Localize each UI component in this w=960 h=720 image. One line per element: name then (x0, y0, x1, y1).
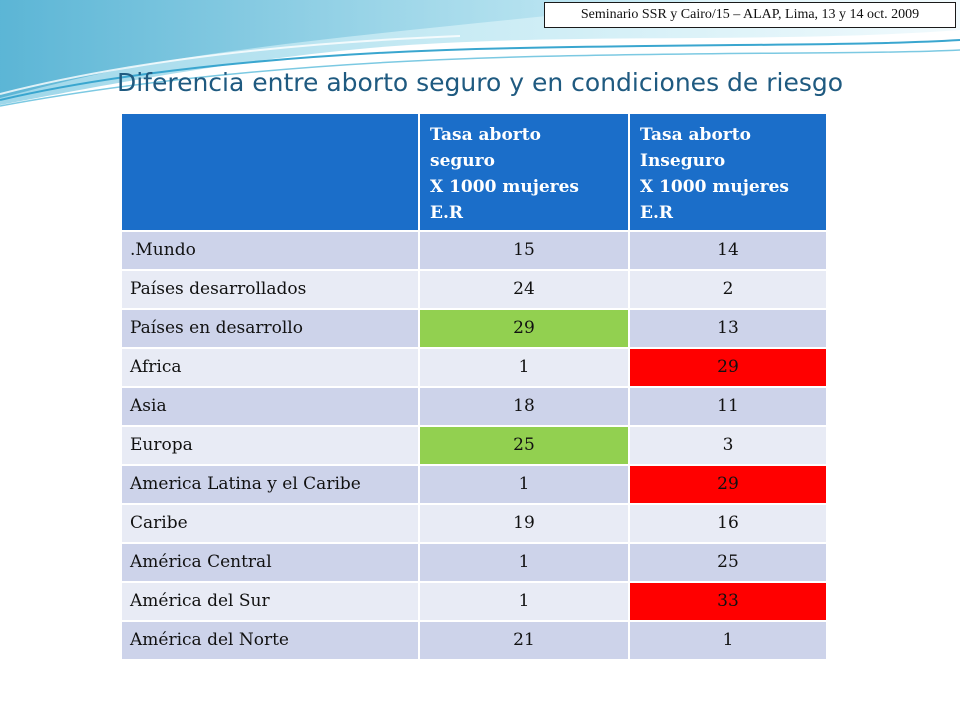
row-label: America Latina y el Caribe (120, 464, 420, 505)
cell-seguro: 15 (418, 230, 630, 271)
table-row: Países en desarrollo 29 13 (120, 308, 828, 349)
abortion-rate-table: Tasa aborto seguro X 1000 mujeres E.R Ta… (120, 112, 828, 661)
table-row: Asia 18 11 (120, 386, 828, 427)
cell-inseguro-highlight: 29 (628, 464, 828, 505)
row-label: Caribe (120, 503, 420, 544)
header-cell-tasa-seguro: Tasa aborto seguro X 1000 mujeres E.R (418, 112, 630, 232)
row-label: América del Norte (120, 620, 420, 661)
cell-seguro-highlight: 29 (418, 308, 630, 349)
table-row: America Latina y el Caribe 1 29 (120, 464, 828, 505)
row-label: Países en desarrollo (120, 308, 420, 349)
cell-seguro: 19 (418, 503, 630, 544)
table-row: .Mundo 15 14 (120, 230, 828, 271)
cell-seguro: 24 (418, 269, 630, 310)
cell-seguro: 1 (418, 347, 630, 388)
header-line: Tasa aborto (430, 125, 541, 145)
cell-seguro: 1 (418, 581, 630, 622)
table-row: Caribe 19 16 (120, 503, 828, 544)
cell-inseguro-highlight: 33 (628, 581, 828, 622)
table-row: América Central 1 25 (120, 542, 828, 583)
cell-seguro: 1 (418, 542, 630, 583)
row-label: Africa (120, 347, 420, 388)
cell-seguro: 21 (418, 620, 630, 661)
cell-inseguro: 1 (628, 620, 828, 661)
table-row: Africa 1 29 (120, 347, 828, 388)
header-line: Inseguro (640, 151, 726, 171)
row-label: .Mundo (120, 230, 420, 271)
table-row: América del Sur 1 33 (120, 581, 828, 622)
table-row: América del Norte 21 1 (120, 620, 828, 661)
table-row: Europa 25 3 (120, 425, 828, 466)
cell-inseguro: 14 (628, 230, 828, 271)
header-cell-empty (120, 112, 420, 232)
cell-inseguro-highlight: 29 (628, 347, 828, 388)
cell-inseguro: 13 (628, 308, 828, 349)
cell-inseguro: 3 (628, 425, 828, 466)
header-line: X 1000 mujeres (640, 177, 789, 197)
seminar-header-box: Seminario SSR y Cairo/15 – ALAP, Lima, 1… (544, 2, 956, 28)
cell-inseguro: 25 (628, 542, 828, 583)
row-label: Países desarrollados (120, 269, 420, 310)
header-line: E.R (430, 203, 464, 223)
header-line: E.R (640, 203, 674, 223)
cell-seguro-highlight: 25 (418, 425, 630, 466)
page-title: Diferencia entre aborto seguro y en cond… (116, 68, 844, 97)
row-label: Asia (120, 386, 420, 427)
cell-inseguro: 16 (628, 503, 828, 544)
header-line: seguro (430, 151, 495, 171)
table-header-row: Tasa aborto seguro X 1000 mujeres E.R Ta… (120, 112, 828, 232)
header-cell-tasa-inseguro: Tasa aborto Inseguro X 1000 mujeres E.R (628, 112, 828, 232)
cell-inseguro: 2 (628, 269, 828, 310)
cell-inseguro: 11 (628, 386, 828, 427)
row-label: América del Sur (120, 581, 420, 622)
cell-seguro: 1 (418, 464, 630, 505)
header-line: X 1000 mujeres (430, 177, 579, 197)
table-row: Países desarrollados 24 2 (120, 269, 828, 310)
cell-seguro: 18 (418, 386, 630, 427)
row-label: Europa (120, 425, 420, 466)
row-label: América Central (120, 542, 420, 583)
header-line: Tasa aborto (640, 125, 751, 145)
